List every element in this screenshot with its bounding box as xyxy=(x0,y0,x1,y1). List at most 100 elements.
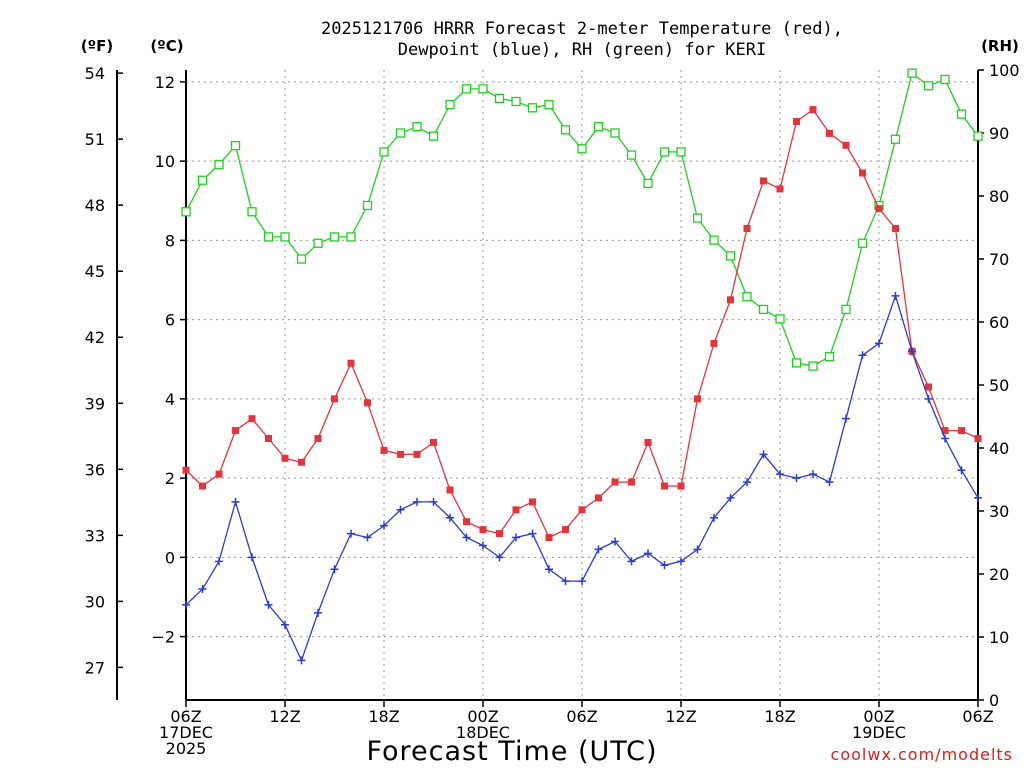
x-tick-label: 2025 xyxy=(166,739,207,758)
temperature-point xyxy=(281,454,289,462)
rh-point xyxy=(527,103,538,113)
x-tick-label: 12Z xyxy=(269,707,300,726)
rh-point xyxy=(362,200,373,211)
rh-point xyxy=(610,128,620,138)
temperature-point xyxy=(463,518,470,526)
dewpoint-point xyxy=(776,470,784,479)
temperature-point xyxy=(347,359,355,367)
dewpoint-point xyxy=(759,450,768,459)
temperature-point xyxy=(776,185,784,193)
temperature-point xyxy=(974,434,982,442)
dewpoint-point xyxy=(611,537,619,546)
fahrenheit-tick-label: 30 xyxy=(85,592,105,611)
rh-point xyxy=(395,128,406,138)
rh-tick-label: 20 xyxy=(989,565,1009,584)
rh-point xyxy=(577,144,587,154)
fahrenheit-tick-label: 39 xyxy=(85,394,105,413)
temperature-point xyxy=(182,466,190,474)
rh-point xyxy=(742,292,752,302)
rh-point xyxy=(478,84,488,94)
dewpoint-point xyxy=(726,493,735,502)
dewpoint-point xyxy=(644,549,652,558)
fahrenheit-tick-label: 51 xyxy=(85,130,105,149)
temperature-point xyxy=(859,169,866,177)
temperature-point xyxy=(446,486,454,494)
temperature-point xyxy=(397,450,404,458)
chart-title-line-1: 2025121706 HRRR Forecast 2-meter Tempera… xyxy=(321,19,843,39)
dewpoint-point xyxy=(660,561,669,570)
rh-point xyxy=(692,213,703,223)
x-tick-label: 18Z xyxy=(764,707,795,726)
rh-point xyxy=(956,109,967,119)
rh-point xyxy=(758,304,769,315)
gridlines xyxy=(186,70,978,700)
dewpoint-point xyxy=(248,553,256,562)
rh-point xyxy=(247,207,257,217)
temperature-point xyxy=(644,438,652,446)
temperature-point xyxy=(892,224,899,232)
temperature-point xyxy=(512,506,520,514)
rh-point xyxy=(907,68,917,78)
temperature-point xyxy=(875,205,883,213)
fahrenheit-tick-label: 36 xyxy=(85,460,105,479)
rh-point xyxy=(280,232,290,242)
rh-tick-label: 80 xyxy=(989,187,1009,206)
celsius-tick-label: 6 xyxy=(165,311,175,330)
dewpoint-point xyxy=(842,414,850,423)
rh-point xyxy=(214,159,224,170)
temperature-point xyxy=(562,526,569,534)
rh-point xyxy=(346,232,356,242)
x-tick-label: 06Z xyxy=(170,707,201,726)
rh-point xyxy=(428,131,439,141)
x-tick-label: 18Z xyxy=(368,707,399,726)
celsius-tick-label: 0 xyxy=(165,548,175,567)
celsius-tick-label: 2 xyxy=(165,469,175,488)
x-tick-label: 17DEC xyxy=(159,723,213,742)
fahrenheit-tick-label: 42 xyxy=(85,328,105,347)
rh-unit-label: (RH) xyxy=(981,37,1019,55)
dewpoint-point xyxy=(743,478,751,487)
temperature-point xyxy=(232,427,239,435)
temperature-point xyxy=(925,383,932,391)
fahrenheit-tick-label: 27 xyxy=(85,658,105,677)
temperature-point xyxy=(413,450,421,458)
temperature-point xyxy=(661,482,668,490)
dewpoint-point xyxy=(792,474,801,483)
x-tick-label: 00Z xyxy=(863,707,894,726)
celsius-unit-label: (ºC) xyxy=(150,37,183,55)
dewpoint-point xyxy=(363,533,372,542)
rh-point xyxy=(461,84,472,94)
dewpoint-point xyxy=(875,339,883,348)
temperature-point xyxy=(677,482,685,490)
dewpoint-point xyxy=(182,600,190,609)
temperature-point xyxy=(727,296,734,304)
rh-tick-label: 40 xyxy=(989,439,1009,458)
dewpoint-point xyxy=(809,470,817,479)
rh-tick-label: 100 xyxy=(989,61,1020,80)
rh-point xyxy=(593,122,604,132)
temperature-point xyxy=(760,177,767,185)
temperature-point xyxy=(199,482,206,490)
credit-text: coolwx.com/modelts xyxy=(831,745,1013,764)
celsius-tick-label: 12 xyxy=(155,73,175,92)
dewpoint-point xyxy=(924,394,933,403)
dewpoint-point xyxy=(825,478,834,487)
rh-point xyxy=(263,232,274,242)
dewpoint-point xyxy=(413,497,421,506)
fahrenheit-tick-label: 33 xyxy=(85,526,105,545)
temperature-point xyxy=(694,395,701,403)
rh-tick-label: 70 xyxy=(989,250,1009,269)
chart-title-line-2: Dewpoint (blue), RH (green) for KERI xyxy=(398,40,766,60)
temperature-point xyxy=(611,478,619,486)
celsius-tick-label: 4 xyxy=(165,390,175,409)
rh-point xyxy=(841,304,851,315)
rh-point xyxy=(197,175,208,185)
dewpoint-point xyxy=(512,533,520,542)
rh-point xyxy=(659,147,670,157)
temperature-point xyxy=(364,399,371,407)
x-tick-label: 06Z xyxy=(962,707,993,726)
dewpoint-point xyxy=(396,505,405,514)
dewpoint-point xyxy=(314,608,322,617)
dewpoint-point xyxy=(594,545,603,554)
